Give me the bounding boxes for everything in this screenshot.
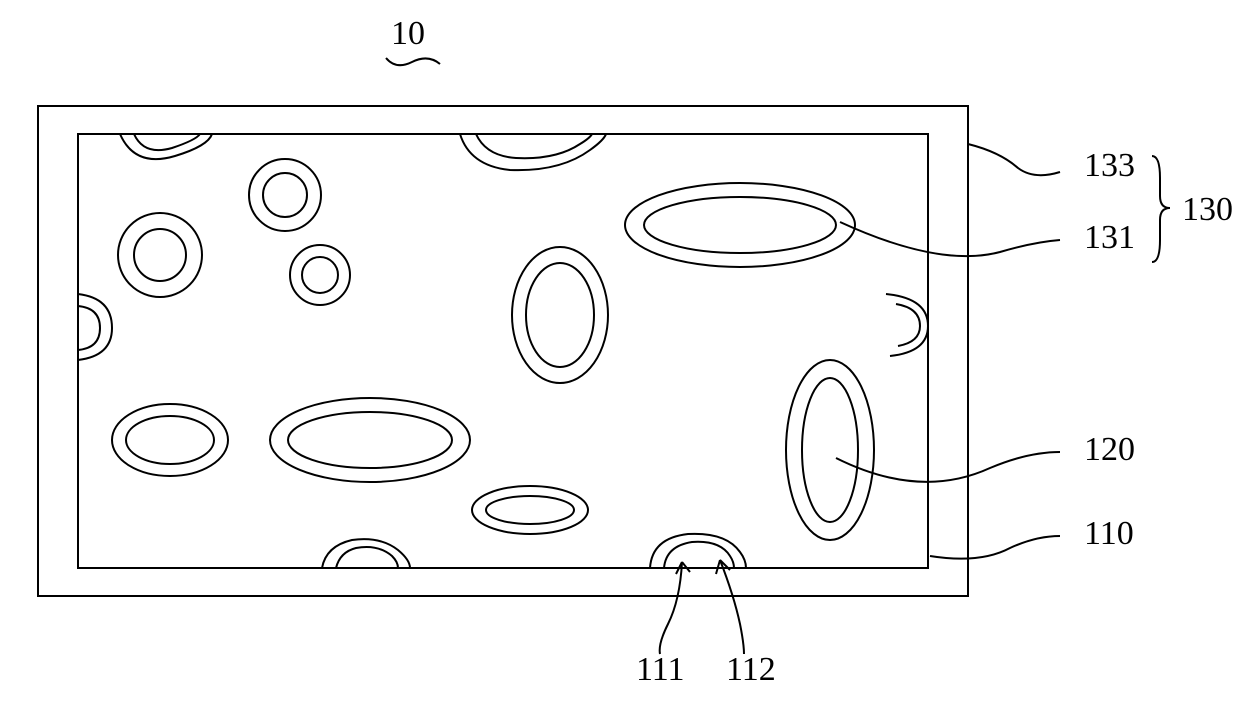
blob-1-outer [249,159,321,231]
blob-0-inner [134,229,186,281]
blob-1-inner [263,173,307,217]
edge-blob-1-outer [460,134,606,170]
figure-svg: 10 130 133 131 120 110 111 112 [0,0,1240,708]
leader-112 [720,560,744,654]
blob-2-outer [290,245,350,305]
blob-6-inner [288,412,452,468]
leader-120 [836,452,1060,482]
blob-6-outer [270,398,470,482]
leader-110 [930,536,1060,559]
edge-blob-2-inner [78,306,100,350]
blob-8-outer [786,360,874,540]
figure-number: 10 [391,15,425,52]
inner-frame [78,134,928,568]
leader-133 [968,144,1060,175]
blob-7-outer [472,486,588,534]
leader-111 [660,562,682,654]
blob-4-outer [625,183,855,267]
label-131: 131 [1084,219,1135,256]
blob-5-outer [112,404,228,476]
edge-blob-3-outer [886,294,928,356]
blob-2-inner [302,257,338,293]
blob-5-inner [126,416,214,464]
edge-blob-0-inner [134,134,200,150]
blob-4-inner [644,197,836,253]
label-112: 112 [726,651,776,688]
blob-0-outer [118,213,202,297]
blob-3-inner [526,263,594,367]
edge-blob-1-inner [476,134,592,158]
label-133: 133 [1084,147,1135,184]
label-111: 111 [636,651,684,688]
brace-130 [1152,156,1170,262]
label-130: 130 [1182,191,1233,228]
edge-blob-3-inner [896,304,920,346]
blob-8-inner [802,378,858,522]
blob-7-inner [486,496,574,524]
figure-number-underline [386,58,440,65]
label-120: 120 [1084,431,1135,468]
leader-131 [840,222,1060,256]
edge-blob-0-outer [120,134,212,159]
edge-blob-4-inner [336,547,398,568]
label-110: 110 [1084,515,1134,552]
